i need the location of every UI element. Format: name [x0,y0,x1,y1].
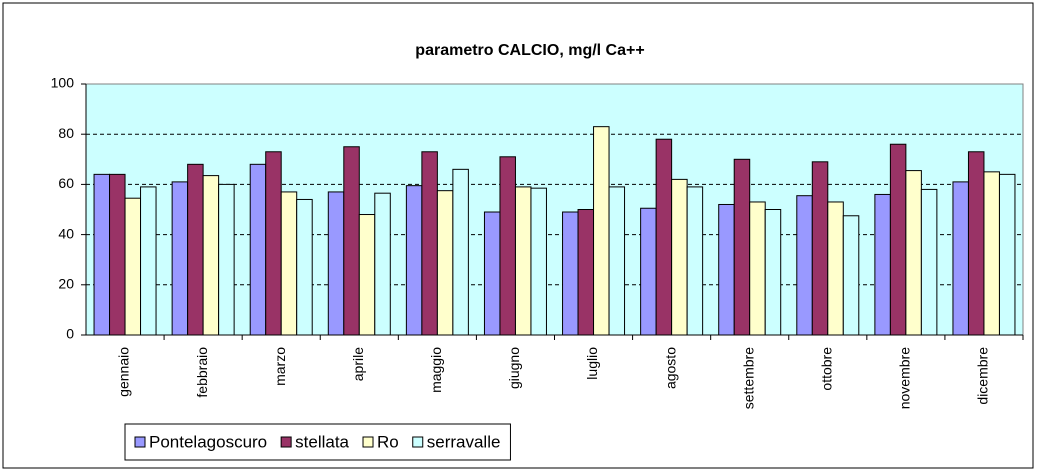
legend-label: serravalle [427,432,501,451]
x-tick-label: agosto [662,347,678,389]
x-tick-label: aprile [350,347,366,381]
bar [811,161,829,336]
bar [499,156,516,336]
bar [733,158,751,336]
x-tick-label: ottobre [818,347,834,391]
bar [343,146,360,336]
bar [514,186,532,336]
bar [483,211,501,336]
bar [920,188,938,336]
bar [998,173,1016,336]
x-tick-label: luglio [584,347,600,380]
bar [93,173,111,336]
plot-area [85,83,1024,336]
bar [593,126,610,336]
bar [640,207,657,336]
legend-label: Pontelagoscuro [149,432,267,451]
bar [905,170,922,336]
bar [171,181,189,336]
y-tick-label: 60 [58,175,74,191]
legend-label: stellata [295,432,349,451]
bar [655,138,673,336]
bar [827,201,844,336]
legend-swatch [362,436,374,448]
bar [436,190,454,336]
bar [889,143,907,336]
bar [124,197,142,336]
bar [296,198,313,336]
y-tick-label: 80 [58,125,74,141]
bar [686,186,704,336]
x-tick-label: febbraio [194,347,210,398]
x-tick-label: maggio [428,347,444,393]
bar [842,215,860,336]
bar [358,214,376,336]
bar [109,173,126,336]
bar [577,209,595,336]
bar [952,181,969,336]
bar [327,191,345,336]
chart-title: parametro CALCIO, mg/l Ca++ [415,42,644,59]
legend-box [124,423,511,461]
x-tick-label: novembre [897,347,913,409]
y-tick-label: 40 [58,225,74,241]
bar [530,187,547,336]
bar [796,195,813,336]
bar [749,201,766,336]
bar [562,211,579,336]
bar [718,203,735,336]
bar [452,168,469,336]
bar [874,193,891,336]
bar [187,163,204,336]
bar [265,151,282,336]
y-tick-label: 100 [51,75,75,91]
bar [280,191,298,336]
x-tick-label: gennaio [116,347,132,397]
x-tick-label: dicembre [975,347,991,405]
x-tick-label: marzo [272,347,288,386]
y-tick-label: 20 [58,276,74,292]
legend-swatch [412,436,424,448]
legend-swatch [280,436,292,448]
bar [405,185,423,336]
bar [421,151,438,336]
bar [764,209,782,336]
y-tick-label: 0 [66,326,74,342]
bar [967,151,985,336]
legend-swatch [134,436,146,448]
legend-label: Ro [377,432,399,451]
bar [671,178,688,336]
bar [218,183,235,336]
bar [140,186,157,336]
x-tick-label: settembre [740,347,756,409]
bar [983,171,1000,336]
bar [202,175,220,336]
x-tick-label: giugno [506,347,522,389]
bar [249,163,267,336]
bar [608,186,626,336]
bar [374,192,391,336]
